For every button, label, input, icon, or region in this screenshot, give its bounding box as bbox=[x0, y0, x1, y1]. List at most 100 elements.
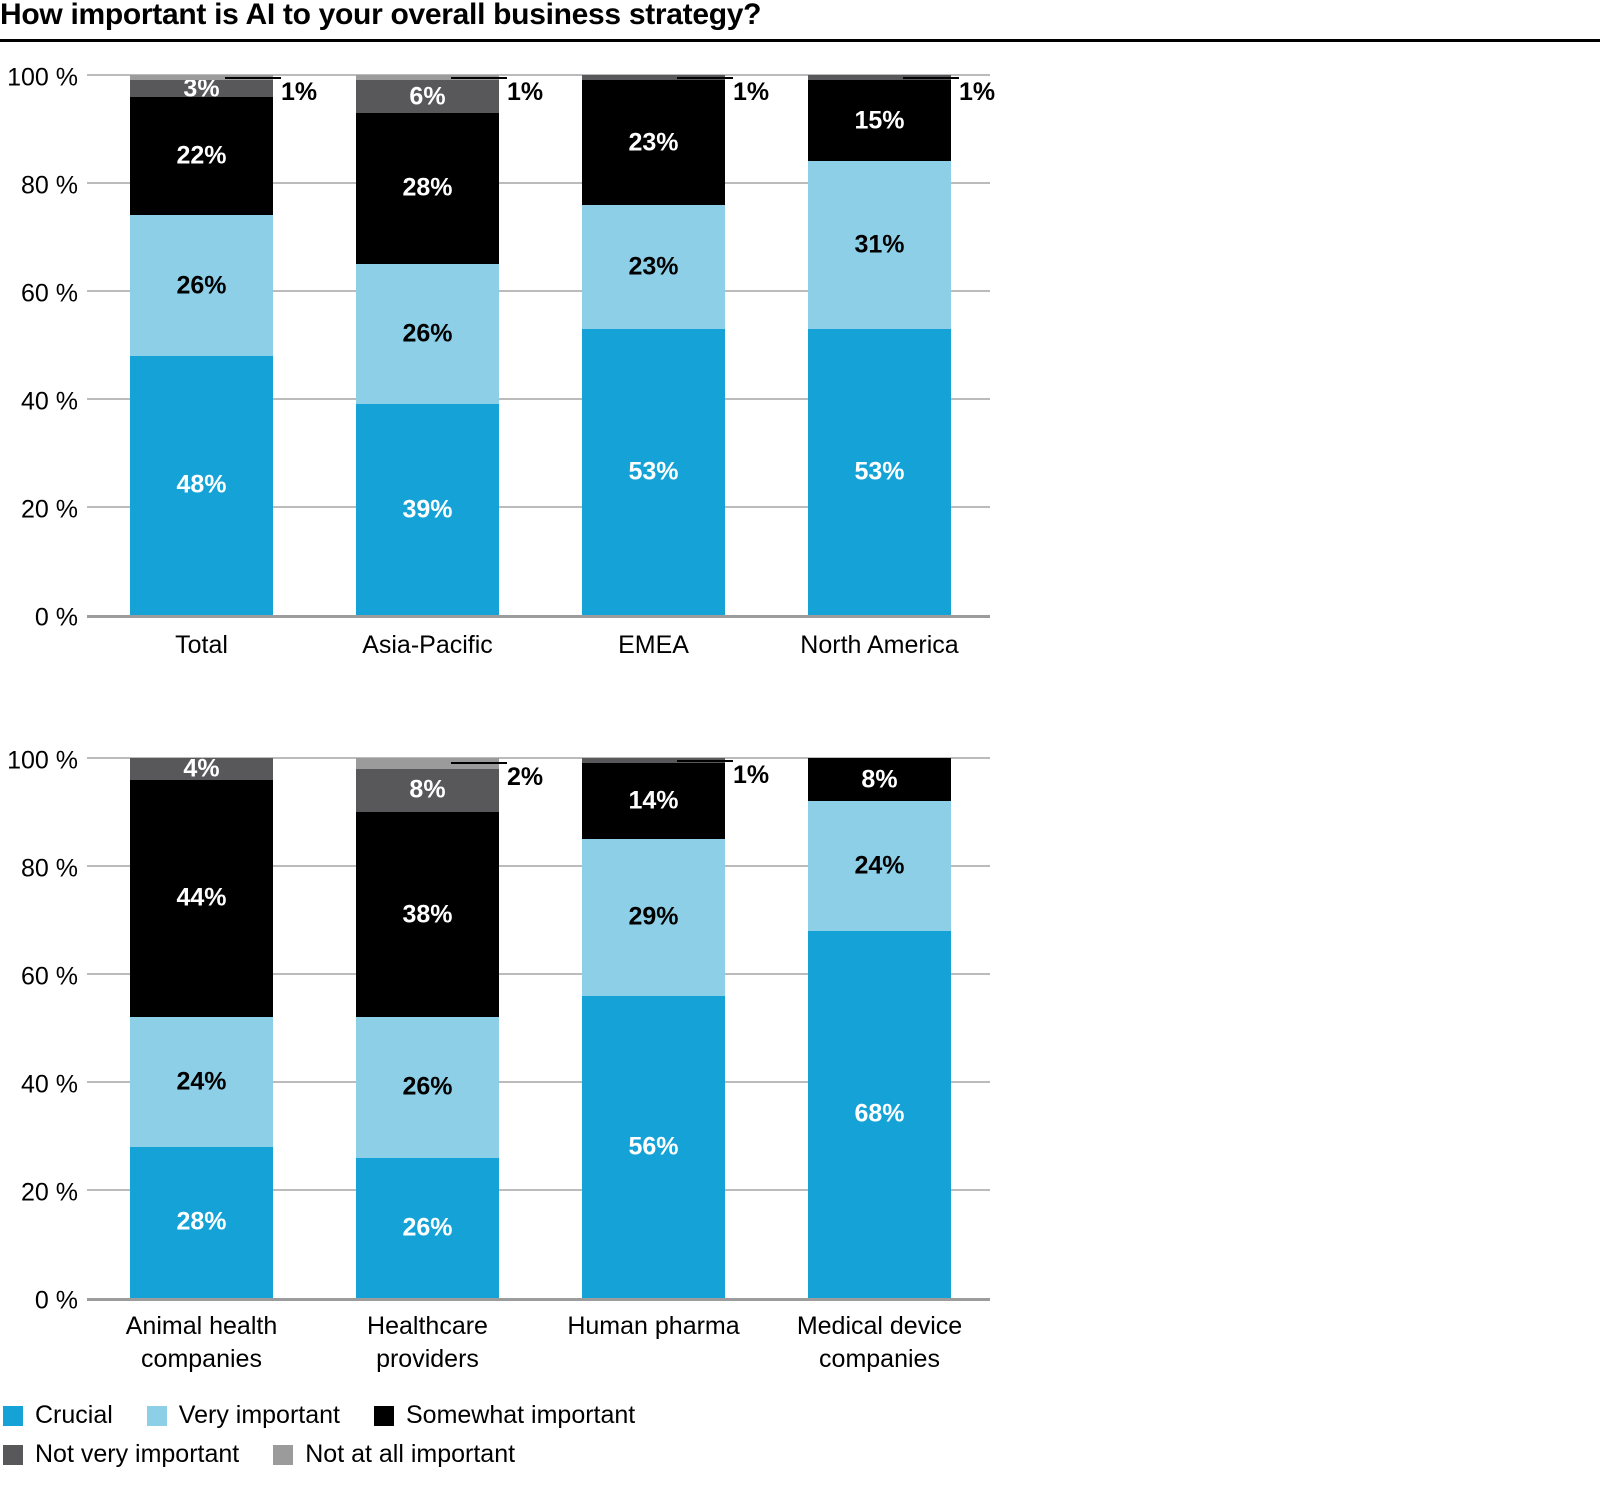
legend-label: Crucial bbox=[35, 1401, 113, 1429]
callout-leader-line bbox=[451, 762, 507, 765]
legend-item-not-at-all-important: Not at all important bbox=[273, 1442, 515, 1467]
callout-leader-line bbox=[677, 759, 733, 762]
segment-value-label: 24% bbox=[854, 851, 905, 880]
legend-label: Somewhat important bbox=[405, 1401, 636, 1429]
segment-value-label: 22% bbox=[176, 141, 227, 170]
segment-value-label: 8% bbox=[409, 775, 446, 804]
y-tick-label-60: 60 % bbox=[21, 279, 78, 308]
category-label-line: Medical device bbox=[796, 1312, 963, 1340]
y-tick-label-100: 100 % bbox=[7, 746, 78, 775]
y-tick-label-20: 20 % bbox=[21, 1178, 78, 1207]
callout-leader-line bbox=[225, 76, 281, 79]
category-label-line: companies bbox=[141, 1345, 262, 1373]
bar-segment-somewhat-important bbox=[808, 80, 951, 162]
bar-segment-very-important bbox=[582, 204, 725, 329]
bar-segment-crucial bbox=[130, 355, 273, 615]
category-label-line: Human pharma bbox=[567, 1312, 740, 1340]
segment-value-label: 48% bbox=[176, 470, 227, 499]
callout-value-label: 1% bbox=[281, 77, 318, 106]
legend-row-2: Not very important Not at all important bbox=[3, 1442, 515, 1467]
legend-item-crucial: Crucial bbox=[3, 1403, 113, 1428]
segment-value-label: 26% bbox=[402, 1072, 453, 1101]
legend-item-very-important: Very important bbox=[146, 1403, 340, 1428]
gridline-20pct bbox=[87, 506, 990, 508]
y-tick-label-60: 60 % bbox=[21, 962, 78, 991]
category-label-line: EMEA bbox=[618, 631, 689, 659]
segment-value-label: 26% bbox=[176, 271, 227, 300]
bar-segment-crucial bbox=[582, 995, 725, 1298]
bar-segment-not-very-important bbox=[130, 80, 273, 97]
category-label: Healthcare providers bbox=[278, 1310, 578, 1376]
bar-segment-not-very-important bbox=[356, 80, 499, 113]
gridline-60pct bbox=[87, 290, 990, 292]
segment-value-label: 4% bbox=[183, 754, 220, 783]
bar-segment-not-at-all-important bbox=[130, 75, 273, 81]
bar-segment-very-important bbox=[808, 161, 951, 329]
segment-value-label: 8% bbox=[861, 765, 898, 794]
gridline-100pct bbox=[87, 757, 990, 759]
title-rule bbox=[0, 39, 1600, 42]
bar-segment-not-very-important bbox=[582, 758, 725, 764]
segment-value-label: 15% bbox=[854, 106, 905, 135]
legend-item-somewhat-important: Somewhat important bbox=[373, 1401, 636, 1429]
callout-value-label: 2% bbox=[507, 763, 544, 792]
bar-segment-crucial bbox=[356, 404, 499, 615]
segment-value-label: 28% bbox=[176, 1207, 227, 1236]
segment-value-label: 6% bbox=[409, 82, 446, 111]
bar-segment-crucial bbox=[808, 930, 951, 1298]
category-label: EMEA bbox=[504, 629, 804, 662]
bar-segment-crucial bbox=[356, 1157, 499, 1298]
y-tick-label-20: 20 % bbox=[21, 495, 78, 524]
category-label: Human pharma bbox=[504, 1310, 804, 1343]
callout-value-label: 1% bbox=[733, 77, 770, 106]
chart-title: How important is AI to your overall busi… bbox=[0, 0, 762, 31]
legend-label: Not very important bbox=[35, 1440, 240, 1468]
y-tick-label-40: 40 % bbox=[21, 387, 78, 416]
category-label: Asia-Pacific bbox=[278, 629, 578, 662]
y-tick-label-100: 100 % bbox=[7, 63, 78, 92]
segment-value-label: 53% bbox=[628, 457, 679, 486]
bar-segment-very-important bbox=[808, 801, 951, 931]
bar-segment-somewhat-important bbox=[582, 80, 725, 205]
gridline-60pct bbox=[87, 973, 990, 975]
category-label: Animal health companies bbox=[52, 1310, 352, 1376]
callout-leader-line bbox=[903, 76, 959, 79]
callout-leader-line bbox=[451, 76, 507, 79]
bar-segment-somewhat-important bbox=[130, 96, 273, 216]
segment-value-label: 28% bbox=[402, 173, 453, 202]
legend-row-1: Crucial Very important Somewhat important bbox=[3, 1403, 635, 1428]
y-tick-label-80: 80 % bbox=[21, 854, 78, 883]
y-tick-label-0: 0 % bbox=[34, 1286, 78, 1315]
bar-segment-not-at-all-important bbox=[356, 758, 499, 769]
callout-value-label: 1% bbox=[959, 77, 996, 106]
legend-swatch-icon bbox=[146, 1405, 167, 1426]
bar-segment-very-important bbox=[356, 264, 499, 405]
bar-segment-somewhat-important bbox=[356, 812, 499, 1018]
legend-label: Not at all important bbox=[305, 1440, 516, 1468]
bar-segment-very-important bbox=[356, 1017, 499, 1158]
segment-value-label: 38% bbox=[402, 900, 453, 929]
bar-segment-not-very-important bbox=[356, 768, 499, 812]
legend-swatch-icon bbox=[373, 1405, 394, 1426]
category-label: North America bbox=[730, 629, 1030, 662]
bar-segment-somewhat-important bbox=[808, 758, 951, 802]
segment-value-label: 26% bbox=[402, 1213, 453, 1242]
x-axis-baseline bbox=[87, 1298, 990, 1301]
legend-swatch-icon bbox=[3, 1444, 23, 1465]
segment-value-label: 44% bbox=[176, 883, 227, 912]
bar-segment-not-very-important bbox=[582, 75, 725, 81]
bar-segment-somewhat-important bbox=[582, 763, 725, 839]
bar-segment-not-very-important bbox=[130, 758, 273, 780]
bar-segment-somewhat-important bbox=[130, 779, 273, 1018]
callout-value-label: 1% bbox=[733, 760, 770, 789]
bar-segment-not-at-all-important bbox=[356, 75, 499, 81]
bar-segment-very-important bbox=[130, 215, 273, 356]
segment-value-label: 26% bbox=[402, 319, 453, 348]
gridline-40pct bbox=[87, 1081, 990, 1083]
category-label-line: Asia-Pacific bbox=[362, 631, 493, 659]
callout-value-label: 1% bbox=[507, 77, 544, 106]
y-tick-label-80: 80 % bbox=[21, 171, 78, 200]
y-tick-label-40: 40 % bbox=[21, 1070, 78, 1099]
segment-value-label: 68% bbox=[854, 1099, 905, 1128]
